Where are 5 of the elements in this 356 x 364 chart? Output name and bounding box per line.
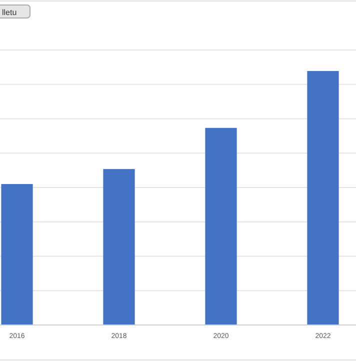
button: lletu [0, 4, 30, 18]
bar [103, 169, 135, 325]
bar [205, 128, 237, 325]
bar [307, 71, 339, 325]
bar [1, 184, 33, 325]
